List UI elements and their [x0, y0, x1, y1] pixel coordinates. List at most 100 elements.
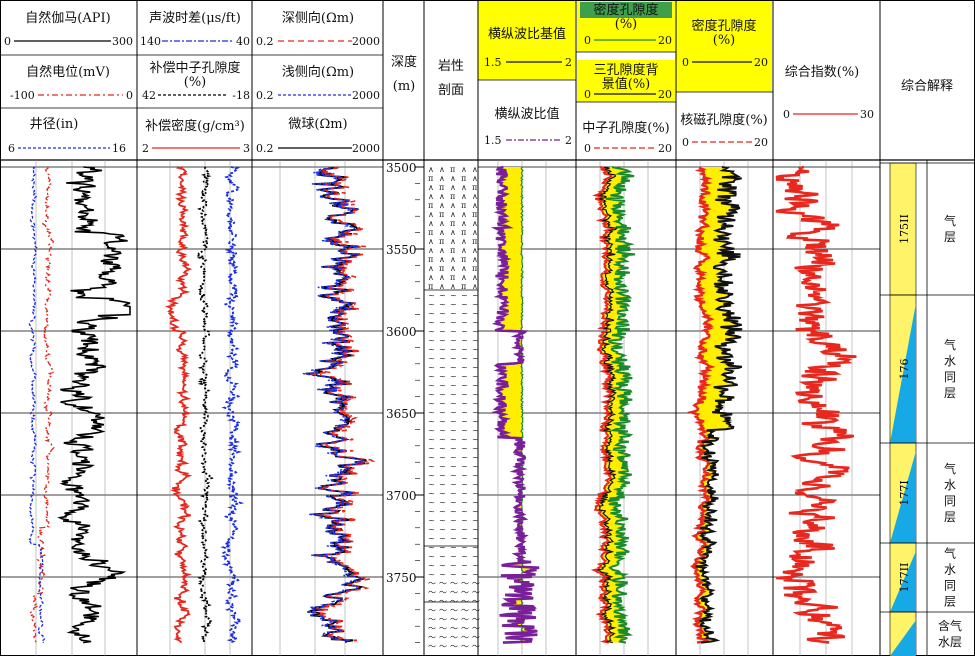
zone-label: 同 [944, 579, 956, 593]
lithology-symbol: ~ [439, 345, 446, 354]
curve-label: 补偿中子孔隙度 [149, 60, 240, 76]
lithology-symbol: ～ [439, 633, 447, 642]
zone-label: 水层 [938, 635, 962, 649]
lithology-symbol: ~ [428, 462, 435, 471]
scale-min: 0 [682, 56, 689, 69]
lithology-symbol: ∧ [428, 192, 434, 201]
lithology-symbol: ～ [450, 597, 458, 606]
lithology-symbol: ~ [428, 354, 435, 363]
curve-label: 浅侧向(Ωm) [282, 64, 354, 80]
lithology-symbol: ～ [428, 615, 436, 624]
lithology-symbol: ~ [472, 543, 479, 552]
scale-min: 0 [584, 34, 591, 47]
lithology-symbol: ~ [439, 543, 446, 552]
lithology-symbol: ∧ [450, 264, 456, 273]
lithology-symbol: ~ [450, 309, 457, 318]
lithology-symbol: ~ [472, 516, 479, 525]
lithology-symbol: ～ [472, 579, 480, 588]
lithology-symbol: ～ [472, 633, 480, 642]
scale-min: 140 [140, 35, 161, 48]
scale-min: 0.2 [256, 142, 274, 155]
lithology-symbol: ~ [450, 390, 457, 399]
lithology-symbol: π [428, 201, 433, 210]
lithology-symbol: ∧ [461, 192, 467, 201]
zone-water-wedge [890, 303, 916, 443]
zone-label: 层 [944, 510, 956, 524]
lithology-symbol: ~ [461, 300, 468, 309]
lithology-symbol: ~ [439, 300, 446, 309]
scale-min: 0.2 [256, 35, 274, 48]
lithology-symbol: ~ [450, 498, 457, 507]
lithology-symbol: ∧ [461, 219, 467, 228]
lithology-symbol: ~ [428, 408, 435, 417]
lithology-symbol: ～ [439, 624, 447, 633]
vp-vs-ratio-curve [490, 165, 540, 644]
lithology-symbol: ～ [461, 633, 469, 642]
background-porosity-curve [596, 166, 618, 644]
lithology-symbol: ~ [439, 417, 446, 426]
lithology-symbol: ~ [450, 462, 457, 471]
lithology-symbol: ∧ [428, 264, 434, 273]
lithology-symbol: ~ [461, 525, 468, 534]
lithology-symbol: ～ [472, 588, 480, 597]
lithology-symbol: π [439, 183, 444, 192]
interp-header: 综合解释 [901, 79, 953, 94]
scale-min: 0 [4, 35, 11, 48]
lithology-symbol: ~ [472, 570, 479, 579]
lithology-symbol: ∧ [450, 210, 456, 219]
lith-header: 剖面 [438, 83, 464, 98]
lithology-symbol: ~ [472, 489, 479, 498]
lithology-symbol: ~ [472, 300, 479, 309]
lithology-symbol: π [472, 210, 477, 219]
depth-tick-label: 3700 [386, 489, 417, 503]
lithology-symbol: ~ [472, 309, 479, 318]
lithology-symbol: ~ [461, 291, 468, 300]
lithology-symbol: ~ [439, 408, 446, 417]
lithology-symbol: ~ [428, 489, 435, 498]
lithology-symbol: ~ [472, 381, 479, 390]
lithology-symbol: ~ [450, 363, 457, 372]
lithology-symbol: ~ [472, 390, 479, 399]
scale-max: 2 [565, 134, 572, 147]
lithology-symbol: ~ [461, 570, 468, 579]
zone-label: 气 [944, 461, 956, 476]
composite-index-curve [775, 165, 857, 644]
lithology-symbol: ~ [472, 561, 479, 570]
lithology-symbol: ~ [461, 498, 468, 507]
lithology-symbol: ~ [428, 516, 435, 525]
density-curve [164, 166, 193, 644]
lithology-symbol: ～ [428, 624, 436, 633]
lithology-symbol: ～ [450, 606, 458, 615]
curve-label: 核磁孔隙度(%) [680, 112, 768, 128]
lithology-symbol: ~ [439, 318, 446, 327]
zone-number: 176 [898, 359, 911, 380]
lithology-symbol: ~ [450, 570, 457, 579]
curve-label: 景值(%) [602, 76, 651, 92]
lithology-symbol: ∧ [461, 264, 467, 273]
sp-curve [29, 166, 55, 644]
lithology-symbol: ∧ [439, 273, 445, 282]
lithology-symbol: ∧ [428, 246, 434, 255]
lithology-symbol: ~ [450, 561, 457, 570]
lithology-symbol: π [428, 228, 433, 237]
lithology-symbol: ∧ [472, 273, 478, 282]
lithology-symbol: ∧ [461, 237, 467, 246]
scale-min: 42 [142, 89, 156, 102]
lithology-symbol: ~ [450, 453, 457, 462]
lithology-symbol: ∧ [461, 273, 467, 282]
lithology-symbol: ~ [461, 444, 468, 453]
lithology-symbol: ~ [472, 354, 479, 363]
lithology-symbol: ~ [439, 453, 446, 462]
lithology-symbol: ~ [428, 309, 435, 318]
lithology-symbol: π [450, 219, 455, 228]
lithology-symbol: ~ [439, 426, 446, 435]
zone-label: 气 [944, 546, 956, 561]
lithology-symbol: ∧ [439, 219, 445, 228]
lithology-symbol: ~ [461, 399, 468, 408]
zone-label: 气 [944, 213, 956, 228]
zone-water-wedge [890, 551, 916, 612]
lithology-symbol: ~ [450, 300, 457, 309]
lithology-symbol: ∧ [439, 192, 445, 201]
lithology-symbol: ~ [472, 444, 479, 453]
lithology-symbol: ～ [472, 606, 480, 615]
